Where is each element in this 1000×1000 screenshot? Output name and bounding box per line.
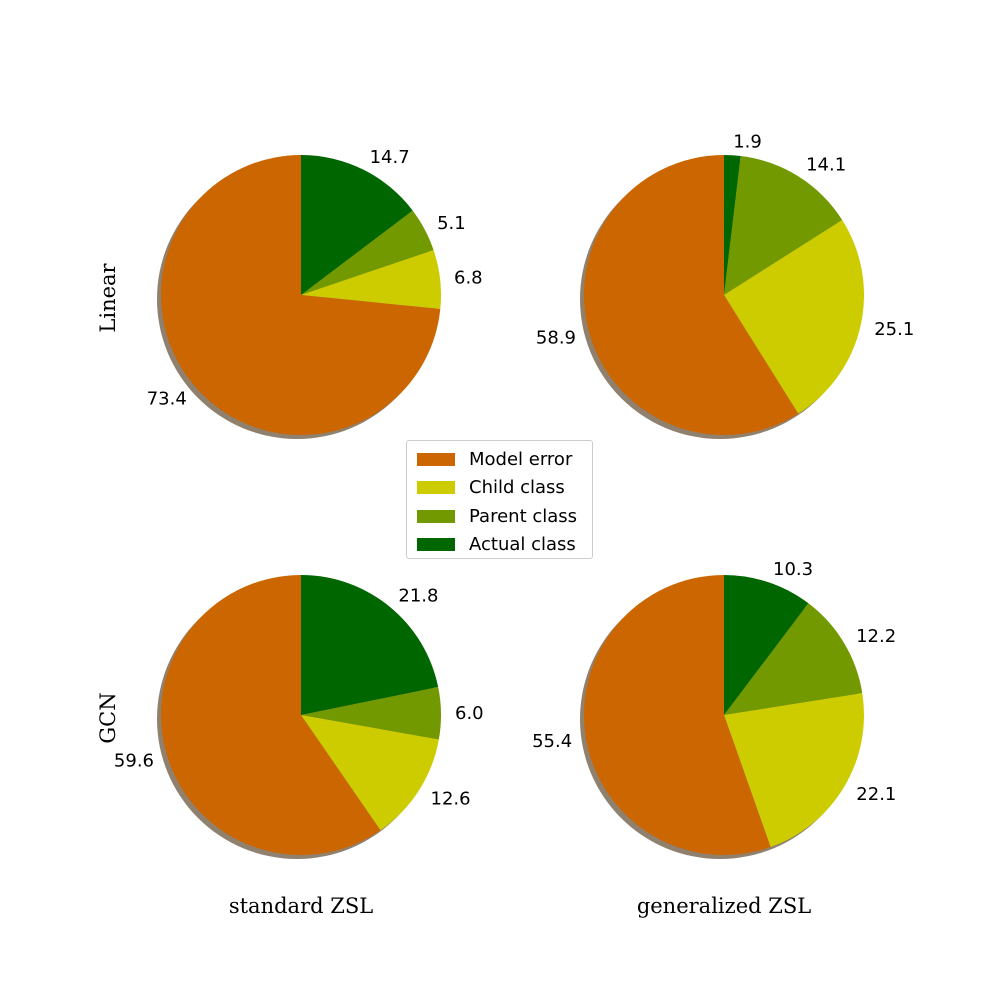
slice-label-linear-generalized-zsl-model-error: 58.9 bbox=[536, 328, 576, 349]
row-title-gcn: GCN bbox=[96, 692, 120, 743]
slice-label-gcn-standard-zsl-parent-class: 6.0 bbox=[455, 703, 484, 724]
slice-linear-generalized-zsl-parent-class bbox=[724, 156, 843, 295]
slice-label-gcn-standard-zsl-child-class: 12.6 bbox=[431, 788, 471, 809]
slice-label-gcn-standard-zsl-actual-class: 21.8 bbox=[398, 586, 438, 607]
legend-swatch-parent-class bbox=[417, 509, 455, 523]
slice-linear-standard-zsl-parent-class bbox=[301, 210, 434, 295]
legend-swatch-model-error bbox=[417, 452, 455, 466]
row-title-linear: Linear bbox=[96, 262, 120, 332]
slice-linear-standard-zsl-model-error bbox=[160, 154, 441, 435]
slice-gcn-standard-zsl-child-class bbox=[301, 715, 439, 831]
legend-entry-child-class: Child class bbox=[417, 474, 592, 503]
slice-label-gcn-generalized-zsl-actual-class: 10.3 bbox=[773, 559, 813, 580]
slice-label-linear-generalized-zsl-child-class: 25.1 bbox=[874, 319, 914, 340]
pie-gcn-standard-zsl: 21.8 6.0 12.6 59.6 bbox=[114, 575, 484, 859]
legend: Model error Child class Parent class Act… bbox=[406, 440, 593, 559]
slice-linear-standard-zsl-child-class bbox=[301, 250, 441, 310]
pie-gcn-generalized-zsl: 10.3 12.2 22.1 55.4 bbox=[532, 559, 896, 859]
legend-entry-model-error: Model error bbox=[417, 445, 592, 474]
slice-label-linear-standard-zsl-actual-class: 14.7 bbox=[370, 147, 410, 168]
legend-swatch-actual-class bbox=[417, 538, 455, 552]
legend-label-child-class: Child class bbox=[469, 477, 565, 499]
slice-label-linear-standard-zsl-child-class: 6.8 bbox=[454, 268, 483, 289]
slice-linear-generalized-zsl-actual-class bbox=[724, 155, 741, 295]
slice-gcn-generalized-zsl-child-class bbox=[724, 693, 865, 848]
pies-layer: 14.7 5.1 6.8 73.4 1.9 14.1 25.1 58.9 21.8 6.0 12.6… bbox=[114, 131, 914, 859]
legend-label-model-error: Model error bbox=[469, 448, 573, 470]
legend-label-actual-class: Actual class bbox=[469, 534, 576, 556]
slice-label-gcn-standard-zsl-model-error: 59.6 bbox=[114, 751, 154, 772]
slice-label-linear-generalized-zsl-parent-class: 14.1 bbox=[806, 155, 846, 176]
slice-gcn-standard-zsl-model-error bbox=[160, 575, 381, 855]
slice-label-gcn-generalized-zsl-child-class: 22.1 bbox=[856, 784, 896, 805]
pie-linear-generalized-zsl: 1.9 14.1 25.1 58.9 bbox=[536, 131, 914, 439]
slice-gcn-generalized-zsl-parent-class bbox=[724, 603, 863, 715]
slice-gcn-standard-zsl-actual-class bbox=[301, 575, 439, 715]
slice-label-gcn-generalized-zsl-model-error: 55.4 bbox=[532, 731, 572, 752]
legend-swatch-child-class bbox=[417, 481, 455, 495]
slice-label-gcn-generalized-zsl-parent-class: 12.2 bbox=[856, 626, 896, 647]
slice-linear-generalized-zsl-model-error bbox=[583, 154, 799, 435]
column-title-standard-zsl: standard ZSL bbox=[229, 894, 373, 918]
pie-linear-standard-zsl: 14.7 5.1 6.8 73.4 bbox=[147, 147, 483, 439]
slice-label-linear-standard-zsl-parent-class: 5.1 bbox=[437, 213, 466, 234]
slice-gcn-generalized-zsl-actual-class bbox=[724, 575, 809, 715]
legend-label-parent-class: Parent class bbox=[469, 505, 578, 527]
slice-label-linear-generalized-zsl-actual-class: 1.9 bbox=[733, 131, 762, 152]
slice-linear-standard-zsl-actual-class bbox=[301, 155, 413, 295]
slice-gcn-generalized-zsl-model-error bbox=[583, 575, 771, 855]
legend-entry-actual-class: Actual class bbox=[417, 531, 592, 560]
column-title-generalized-zsl: generalized ZSL bbox=[637, 894, 811, 918]
slice-label-linear-standard-zsl-model-error: 73.4 bbox=[147, 388, 187, 409]
slice-linear-generalized-zsl-child-class bbox=[724, 219, 865, 414]
slice-gcn-standard-zsl-parent-class bbox=[301, 687, 442, 740]
legend-entry-parent-class: Parent class bbox=[417, 502, 592, 531]
